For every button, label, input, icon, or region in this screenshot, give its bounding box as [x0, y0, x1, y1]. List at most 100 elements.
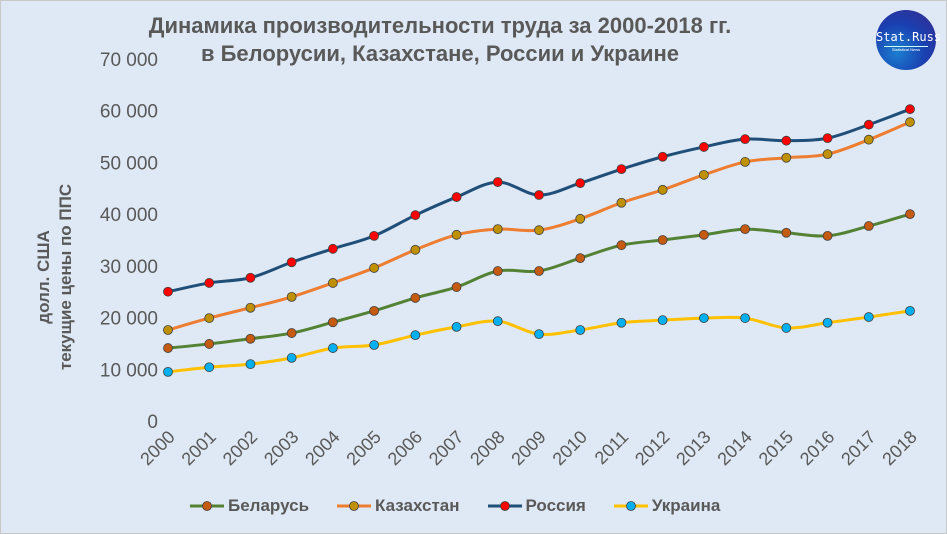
legend-marker — [613, 501, 648, 511]
x-tick-label: 2001 — [178, 427, 220, 469]
legend-item: Россия — [487, 496, 586, 516]
data-point — [492, 224, 503, 235]
chart-title: Динамика производительности труда за 200… — [60, 12, 820, 68]
data-point — [781, 323, 792, 333]
series-line — [167, 107, 911, 294]
data-point — [369, 263, 380, 273]
x-tick-label: 2017 — [837, 427, 879, 469]
data-point — [163, 325, 173, 335]
legend-marker — [487, 501, 522, 511]
x-tick-label: 2006 — [384, 427, 426, 469]
x-tick-label: 2004 — [301, 427, 343, 469]
legend-item: Казахстан — [337, 496, 460, 516]
data-point — [204, 339, 215, 349]
y-tick-label: 0 — [147, 412, 158, 433]
data-point — [905, 104, 915, 115]
legend-label: Казахстан — [375, 496, 460, 515]
data-point — [534, 190, 544, 200]
data-point — [451, 229, 462, 240]
data-point — [781, 135, 792, 146]
data-point — [740, 313, 751, 323]
data-point — [163, 286, 173, 297]
data-point — [286, 257, 297, 268]
series-line — [167, 309, 911, 374]
data-point — [286, 291, 297, 302]
data-point — [451, 321, 462, 332]
data-point — [616, 197, 627, 208]
x-tick-label: 2015 — [755, 427, 797, 469]
y-tick-label: 70 000 — [100, 50, 158, 71]
data-point — [327, 317, 338, 328]
logo-text: Stat.Russ — [876, 30, 942, 44]
y-tick-label: 50 000 — [100, 153, 158, 174]
data-point — [616, 317, 627, 328]
data-point — [698, 169, 709, 180]
x-tick-label: 2012 — [631, 427, 673, 469]
data-point — [369, 340, 380, 350]
y-tick-label: 10 000 — [100, 360, 158, 381]
data-point — [286, 353, 297, 363]
x-tick-label: 2013 — [672, 427, 714, 469]
data-point — [657, 235, 668, 245]
data-point — [369, 305, 380, 316]
data-point — [245, 272, 256, 283]
data-point — [245, 302, 256, 313]
data-point — [163, 343, 173, 353]
legend-item: Беларусь — [190, 496, 309, 516]
data-point — [905, 305, 915, 316]
data-point — [740, 224, 751, 235]
x-tick-label: 2011 — [591, 427, 633, 469]
data-point — [327, 343, 338, 353]
logo-subtext: Statistical News — [884, 46, 928, 52]
data-point — [616, 164, 627, 175]
data-point — [163, 366, 173, 377]
legend: Беларусь Казахстан Россия Украина — [190, 496, 720, 516]
x-tick-label: 2002 — [219, 427, 261, 469]
data-point — [822, 230, 833, 241]
data-point — [822, 133, 833, 144]
y-tick-label: 30 000 — [100, 257, 158, 278]
data-point — [781, 227, 792, 238]
y-tick-label: 60 000 — [100, 102, 158, 123]
data-point — [740, 157, 751, 167]
data-point — [863, 221, 874, 231]
data-point — [905, 117, 915, 127]
data-point — [410, 330, 421, 341]
data-point — [410, 244, 421, 255]
data-point — [863, 312, 874, 322]
data-point — [492, 316, 503, 327]
data-point — [616, 240, 627, 251]
data-point — [657, 315, 668, 326]
data-point — [698, 313, 709, 323]
legend-item: Украина — [613, 496, 721, 516]
data-point — [492, 266, 503, 276]
title-line-1: Динамика производительности труда за 200… — [148, 13, 732, 38]
data-point — [534, 329, 544, 340]
x-tick-label: 2003 — [260, 427, 302, 469]
data-point — [492, 177, 503, 187]
data-point — [822, 149, 833, 160]
x-tick-label: 2014 — [713, 427, 755, 469]
data-point — [822, 317, 833, 328]
data-point — [451, 192, 462, 202]
x-tick-label: 2016 — [796, 427, 838, 469]
data-point — [286, 328, 297, 338]
data-point — [327, 243, 338, 254]
x-tick-label: 2007 — [425, 427, 467, 469]
data-point — [245, 359, 256, 370]
legend-label: Украина — [651, 496, 721, 515]
data-point — [204, 278, 215, 288]
data-point — [575, 178, 586, 189]
data-point — [204, 313, 215, 323]
data-point — [245, 333, 256, 344]
data-point — [698, 229, 709, 240]
x-tick-label: 2018 — [878, 427, 920, 469]
x-tick-label: 2009 — [507, 427, 549, 469]
data-point — [657, 151, 668, 162]
x-tick-label: 2000 — [136, 427, 178, 469]
legend-label: Россия — [525, 496, 586, 515]
x-tick-label: 2010 — [549, 427, 591, 469]
data-point — [740, 134, 751, 145]
y-tick-label: 40 000 — [100, 205, 158, 226]
